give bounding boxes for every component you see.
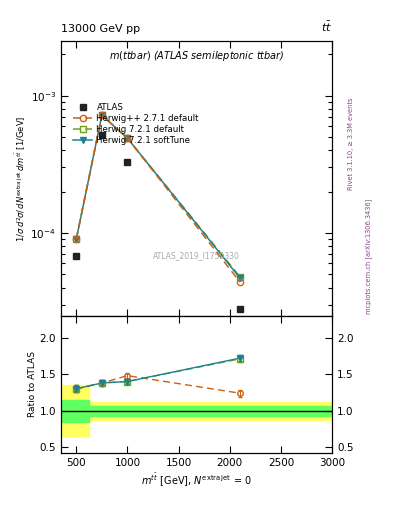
- ATLAS: [238, 306, 242, 312]
- Y-axis label: $1/\sigma\;d^2\!\sigma/\,dN^{\mathrm{extra\,jet}}\,dm^{t\bar{t}}$ [1/GeV]: $1/\sigma\;d^2\!\sigma/\,dN^{\mathrm{ext…: [13, 115, 28, 242]
- Herwig++ 2.7.1 default: [99, 112, 104, 118]
- Herwig 7.2.1 default: [125, 135, 130, 141]
- Y-axis label: Ratio to ATLAS: Ratio to ATLAS: [28, 351, 37, 417]
- Legend: ATLAS, Herwig++ 2.7.1 default, Herwig 7.2.1 default, Herwig 7.2.1 softTune: ATLAS, Herwig++ 2.7.1 default, Herwig 7.…: [70, 99, 202, 148]
- ATLAS: [99, 132, 104, 138]
- ATLAS: [125, 159, 130, 165]
- Text: $t\bar{t}$: $t\bar{t}$: [321, 20, 332, 34]
- Line: ATLAS: ATLAS: [73, 132, 243, 312]
- Herwig 7.2.1 softTune: [125, 135, 130, 141]
- Text: ATLAS_2019_I1750330: ATLAS_2019_I1750330: [153, 251, 240, 260]
- Herwig 7.2.1 default: [99, 112, 104, 118]
- X-axis label: $m^{t\bar{t}}$ [GeV], $N^{\mathrm{extra\,jet}}$ = 0: $m^{t\bar{t}}$ [GeV], $N^{\mathrm{extra\…: [141, 472, 252, 489]
- Herwig 7.2.1 softTune: [99, 112, 104, 118]
- Text: $\mathit{m}(\mathit{ttbar})$ (ATLAS semileptonic $\mathit{ttbar}$): $\mathit{m}(\mathit{ttbar})$ (ATLAS semi…: [108, 49, 285, 63]
- Line: Herwig 7.2.1 default: Herwig 7.2.1 default: [76, 115, 240, 277]
- Text: mcplots.cern.ch [arXiv:1306.3436]: mcplots.cern.ch [arXiv:1306.3436]: [365, 198, 372, 314]
- Text: 13000 GeV pp: 13000 GeV pp: [61, 24, 140, 34]
- Herwig++ 2.7.1 default: [74, 236, 79, 242]
- Herwig 7.2.1 default: [74, 236, 79, 242]
- Herwig 7.2.1 softTune: [238, 275, 242, 281]
- Line: Herwig++ 2.7.1 default: Herwig++ 2.7.1 default: [76, 115, 240, 282]
- ATLAS: [74, 253, 79, 259]
- Line: Herwig 7.2.1 softTune: Herwig 7.2.1 softTune: [76, 115, 240, 278]
- Herwig 7.2.1 default: [238, 274, 242, 280]
- Herwig 7.2.1 softTune: [74, 236, 79, 242]
- Herwig++ 2.7.1 default: [125, 135, 130, 141]
- Herwig++ 2.7.1 default: [238, 279, 242, 285]
- Text: Rivet 3.1.10, ≥ 3.3M events: Rivet 3.1.10, ≥ 3.3M events: [348, 97, 354, 189]
